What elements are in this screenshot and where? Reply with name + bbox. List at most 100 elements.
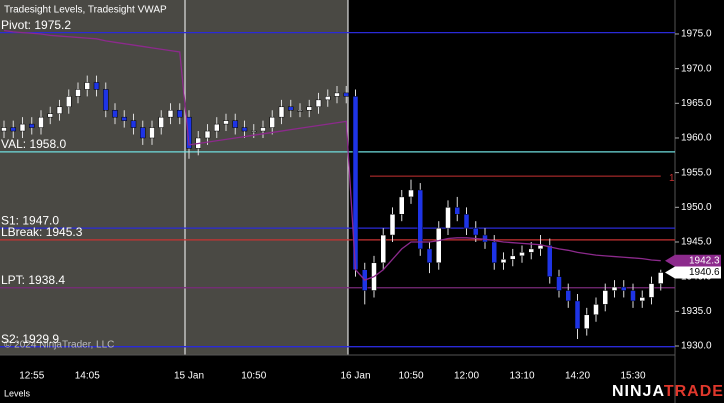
candle-body: [436, 227, 442, 264]
candle-body: [389, 213, 396, 236]
candle-body: [445, 207, 451, 229]
candle-body: [112, 109, 118, 118]
logo-part: TRADER: [664, 383, 724, 400]
candle-body: [399, 196, 405, 215]
y-tick-label: 1935.0: [681, 306, 712, 317]
candle-body: [56, 106, 63, 114]
x-tick-label: 10:50: [398, 371, 423, 382]
candle-body: [103, 89, 109, 111]
candle-body: [10, 127, 16, 132]
x-tick-label: 14:05: [75, 371, 100, 382]
candle-body: [658, 272, 664, 284]
candle-body: [269, 116, 275, 128]
candle-body: [47, 113, 53, 118]
level-label: Pivot: 1975.2: [1, 18, 71, 32]
candle-body: [38, 116, 44, 128]
target-label: 1: [669, 173, 675, 184]
x-tick-label: 14:20: [565, 371, 590, 382]
candle-body: [186, 116, 192, 149]
candle-body: [260, 127, 266, 132]
candle-body: [519, 252, 525, 257]
candle-body: [158, 116, 164, 128]
vwap-marker: [665, 254, 721, 267]
candle-body: [556, 276, 562, 291]
candle-body: [547, 245, 553, 277]
candle-body: [417, 189, 423, 250]
candle-body: [639, 297, 645, 302]
candle-body: [574, 300, 581, 329]
price-marker-label: 1940.6: [689, 267, 720, 278]
x-tick-label: 15:30: [620, 371, 645, 382]
candle-body: [584, 314, 590, 329]
candle-body: [325, 96, 331, 101]
candle-body: [93, 82, 100, 90]
x-tick-label: 16 Jan: [340, 371, 370, 382]
candle-body: [232, 120, 238, 128]
candle-body: [66, 96, 72, 108]
x-tick-label: 10:50: [241, 371, 266, 382]
candle-body: [491, 241, 497, 264]
candle-body: [408, 189, 414, 198]
candle-body: [463, 213, 470, 229]
candle-body: [19, 123, 26, 132]
candle-body: [29, 123, 35, 128]
candle-body: [75, 89, 81, 97]
candle-body: [334, 92, 340, 97]
candle-body: [177, 109, 183, 118]
logo-part: NINJA: [612, 383, 664, 400]
candle-body: [426, 248, 433, 264]
candle-body: [1, 127, 7, 132]
candle-body: [241, 127, 248, 132]
y-tick-label: 1975.0: [681, 29, 712, 40]
candle-body: [140, 127, 146, 139]
level-label: LPT: 1938.4: [1, 273, 65, 287]
candle-body: [84, 82, 90, 90]
candle-body: [380, 234, 386, 264]
level-label: LBreak: 1945.3: [1, 225, 83, 239]
candle-body: [121, 116, 127, 121]
candle-body: [648, 283, 655, 298]
y-tick-label: 1955.0: [681, 167, 712, 178]
logo: NINJATRADER: [612, 383, 724, 400]
x-tick-label: 12:55: [19, 371, 44, 382]
y-tick-label: 1945.0: [681, 237, 712, 248]
candle-body: [602, 290, 608, 305]
candle-body: [593, 304, 599, 316]
candle-body: [306, 106, 312, 111]
plot: [0, 29, 675, 348]
candle-body: [510, 255, 516, 260]
y-tick-label: 1970.0: [681, 63, 712, 74]
x-tick-label: 13:10: [509, 371, 534, 382]
candle-body: [223, 120, 229, 125]
candle-body: [297, 109, 303, 112]
x-tick-label: 12:00: [454, 371, 479, 382]
x-tick-label: 15 Jan: [174, 371, 204, 382]
candle-body: [454, 207, 460, 215]
watermark: © 2024 NinjaTrader, LLC: [4, 340, 114, 351]
candle-body: [149, 127, 155, 139]
candle-body: [500, 259, 507, 264]
candle-body: [204, 130, 211, 139]
level-label: S2: 1929.9: [1, 332, 59, 346]
candle-body: [565, 290, 571, 302]
chart-title: Tradesight Levels, Tradesight VWAP: [4, 5, 167, 16]
candle-body: [214, 123, 220, 132]
vwap-line: [3, 29, 661, 281]
candle-body: [528, 248, 534, 253]
candle-body: [167, 109, 174, 118]
candle-body: [278, 106, 285, 118]
price-marker: [665, 266, 721, 279]
y-tick-label: 1960.0: [681, 133, 712, 144]
candle-body: [343, 92, 349, 97]
candle-body: [288, 106, 294, 111]
candle-body: [537, 245, 544, 250]
candle-body: [251, 130, 257, 133]
vwap-marker-label: 1942.3: [689, 255, 720, 266]
level-label: S1: 1947.0: [1, 213, 59, 227]
y-tick-label: 1930.0: [681, 341, 712, 352]
candle-body: [611, 286, 618, 291]
candle-body: [315, 99, 322, 108]
y-tick-label: 1950.0: [681, 202, 712, 213]
